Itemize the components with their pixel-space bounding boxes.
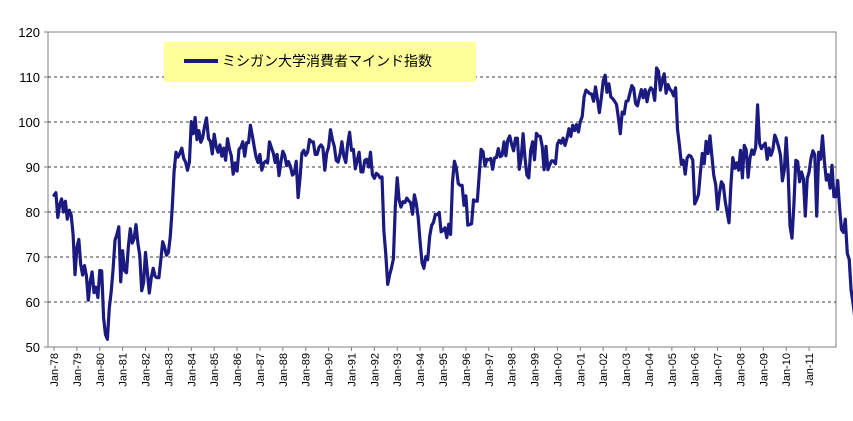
x-tick-label: Jan-87 bbox=[255, 353, 267, 387]
gridlines bbox=[48, 76, 836, 303]
x-tick-label: Jan-99 bbox=[530, 353, 542, 387]
x-tick-label: Jan-03 bbox=[621, 353, 633, 387]
x-tick-label: Jan-97 bbox=[484, 353, 496, 387]
x-tick-label: Jan-98 bbox=[507, 353, 519, 387]
y-tick-label: 70 bbox=[26, 250, 40, 265]
x-tick-label: Jan-09 bbox=[758, 353, 770, 387]
x-tick-label: Jan-96 bbox=[461, 353, 473, 387]
x-tick-label: Jan-90 bbox=[324, 353, 336, 387]
x-tick-label: Jan-01 bbox=[575, 353, 587, 387]
y-tick-label: 100 bbox=[18, 115, 40, 130]
x-tick-label: Jan-89 bbox=[301, 353, 313, 387]
x-tick-label: Jan-94 bbox=[415, 353, 427, 387]
x-tick-label: Jan-80 bbox=[95, 353, 107, 387]
y-tick-label: 60 bbox=[26, 295, 40, 310]
y-tick-label: 50 bbox=[26, 340, 40, 355]
x-tick-label: Jan-93 bbox=[392, 353, 404, 387]
x-tick-label: Jan-95 bbox=[438, 353, 450, 387]
x-tick-label: Jan-83 bbox=[163, 353, 175, 387]
legend-label: ミシガン大学消費者マインド指数 bbox=[222, 54, 432, 70]
x-tick-label: Jan-04 bbox=[644, 353, 656, 387]
x-tick-label: Jan-85 bbox=[209, 353, 221, 387]
x-tick-label: Jan-02 bbox=[598, 353, 610, 387]
x-tick-label: Jan-91 bbox=[346, 353, 358, 387]
x-tick-label: Jan-78 bbox=[49, 353, 61, 387]
x-axis-ticks: Jan-78 Jan-79 Jan-80 Jan-81 Jan-82 Jan-83 Jan-… bbox=[49, 347, 816, 387]
x-tick-label: Jan-82 bbox=[141, 353, 153, 387]
legend: ミシガン大学消費者マインド指数 bbox=[164, 42, 476, 82]
x-tick-label: Jan-92 bbox=[369, 353, 381, 387]
x-tick-label: Jan-06 bbox=[690, 353, 702, 387]
x-tick-label: Jan-86 bbox=[232, 353, 244, 387]
x-tick-label: Jan-81 bbox=[118, 353, 130, 387]
x-tick-label: Jan-05 bbox=[667, 353, 679, 387]
x-tick-label: Jan-10 bbox=[781, 353, 793, 387]
series-layer bbox=[52, 66, 853, 341]
x-tick-label: Jan-08 bbox=[735, 353, 747, 387]
y-axis-ticks: 50 60 70 80 90 100 110 120 bbox=[18, 25, 48, 355]
plot-area-border bbox=[47, 31, 837, 348]
x-tick-label: Jan-84 bbox=[186, 353, 198, 387]
x-tick-label: Jan-00 bbox=[552, 353, 564, 387]
y-tick-label: 110 bbox=[19, 70, 40, 85]
y-tick-label: 90 bbox=[26, 160, 40, 175]
x-tick-label: Jan-07 bbox=[713, 353, 725, 387]
x-tick-label: Jan-88 bbox=[278, 353, 290, 387]
series-line bbox=[52, 66, 853, 341]
y-tick-label: 80 bbox=[26, 205, 40, 220]
x-tick-label: Jan-79 bbox=[72, 353, 84, 387]
y-tick-label: 120 bbox=[18, 25, 40, 40]
x-tick-label: Jan-11 bbox=[804, 353, 816, 386]
